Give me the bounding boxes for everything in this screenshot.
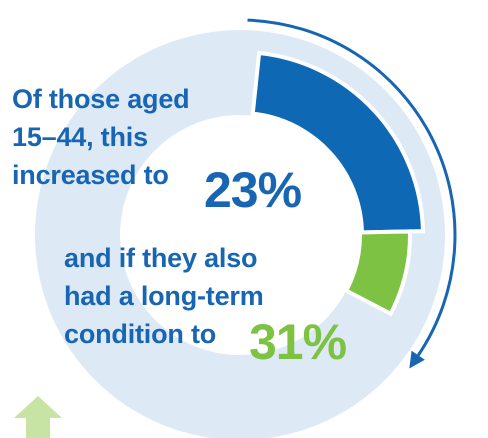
- text-line-2: 15–44, this: [12, 122, 148, 152]
- text-line-4: and if they also: [64, 243, 258, 273]
- text-line-6: condition to: [64, 319, 217, 349]
- bottom-arrow-icon: [14, 396, 62, 438]
- big-value-2: 31%: [249, 314, 347, 370]
- text-line-3: increased to: [12, 160, 169, 190]
- text-line-5: had a long-term: [64, 281, 264, 311]
- curved-arrow: [247, 18, 457, 357]
- slice-2: [343, 229, 412, 317]
- heading-text-2: and if they also had a long-term conditi…: [64, 239, 304, 353]
- text-line-1: Of those aged: [12, 84, 190, 114]
- curved-arrowhead: [409, 350, 425, 369]
- big-value-1: 23%: [204, 162, 302, 218]
- heading-text-1: Of those aged 15–44, this increased to: [12, 80, 252, 194]
- slice-1: [250, 50, 426, 235]
